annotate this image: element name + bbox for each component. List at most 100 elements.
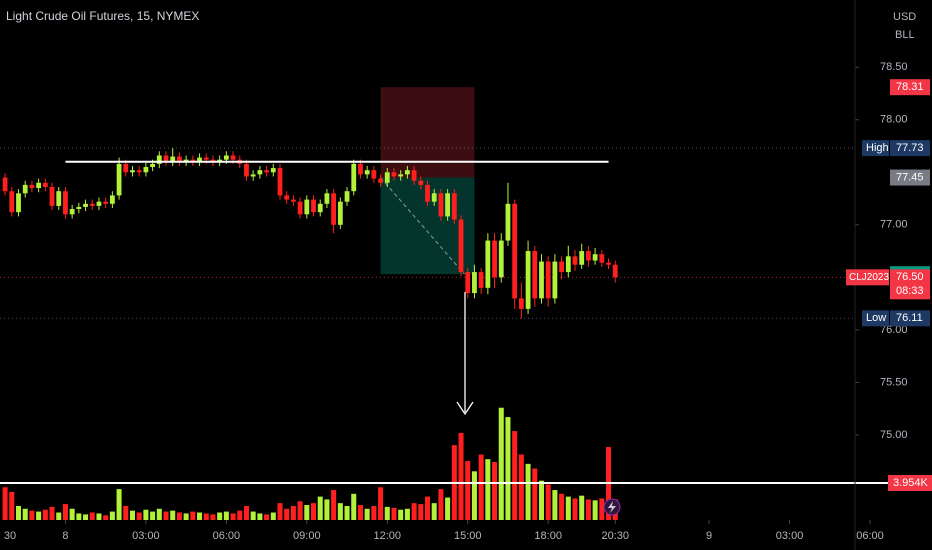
volume-bar (257, 513, 263, 520)
volume-bar (15, 505, 22, 520)
candle-body (109, 195, 115, 204)
volume-bar (478, 454, 484, 520)
volume-bar (76, 513, 82, 520)
candle-body (190, 159, 196, 162)
volume-bar (445, 497, 451, 520)
volume-bar (22, 508, 28, 520)
candle-body (364, 170, 370, 175)
volume-bar (498, 407, 504, 520)
volume-bar (297, 501, 303, 520)
marker-name: Low (866, 312, 886, 324)
volume-bar (203, 513, 209, 520)
currency: USD (893, 11, 916, 23)
marker-name-box (862, 310, 889, 327)
volume-bar (136, 512, 142, 520)
volume-bar (525, 463, 531, 520)
volume-bar (599, 498, 605, 520)
volume-bar (83, 514, 89, 520)
candle-body (337, 201, 343, 225)
volume-bar (170, 510, 176, 520)
volume-bar (150, 511, 156, 520)
candle-body (425, 184, 430, 202)
volume-bar (243, 505, 249, 520)
candle-body (525, 251, 531, 309)
candle-body (358, 163, 363, 175)
volume-bar (62, 504, 68, 520)
y-tick-label: 75.50 (880, 376, 908, 388)
volume-bar (9, 491, 15, 520)
volume-bar (116, 489, 122, 520)
candle-body (250, 174, 256, 177)
candle-body (572, 256, 578, 265)
candle-body (545, 261, 551, 299)
candle-body (223, 155, 229, 160)
volume-bar (176, 512, 182, 520)
candle-body (210, 159, 216, 162)
candle-body (217, 159, 223, 162)
candle-body (445, 193, 451, 217)
volume-bar (217, 512, 223, 520)
volume-bar (304, 505, 310, 520)
candle-body (291, 199, 296, 202)
volume-bar (143, 509, 149, 520)
marker-name-box (862, 140, 889, 157)
candle-body (478, 272, 484, 288)
volume-bar (69, 508, 75, 520)
volume-bar (290, 505, 296, 520)
x-tick-label: 03:00 (132, 530, 160, 542)
volume-bar (378, 487, 384, 520)
x-tick-label: 12:00 (374, 530, 402, 542)
candle-body (599, 254, 605, 263)
volume-bar (471, 471, 477, 520)
x-tick-label: 15:00 (454, 530, 482, 542)
volume-bar (190, 511, 196, 520)
volume-bar (210, 514, 216, 520)
marker-name: High (866, 142, 889, 154)
candle-body (22, 184, 28, 194)
candle-body (230, 155, 236, 160)
candle-body (297, 201, 303, 215)
candle-body (150, 163, 156, 168)
volume-bar (398, 509, 404, 520)
y-tick-label: 76.00 (880, 324, 908, 336)
marker-box (890, 140, 930, 157)
volume-bar (364, 508, 370, 520)
candle-body (378, 178, 383, 183)
candle-body (103, 201, 109, 204)
volume-bar (277, 503, 283, 520)
volume-bar (404, 508, 410, 520)
candle-body (586, 251, 591, 261)
volume-bar (56, 512, 62, 520)
candle-body (257, 170, 263, 175)
chart-title: Light Crude Oil Futures, 15, NYMEX (6, 9, 199, 23)
candle-body (472, 272, 477, 294)
candle-body (331, 193, 337, 225)
volume-bar (337, 503, 343, 520)
trade-path (380, 177, 465, 275)
candle-body (170, 156, 176, 162)
candle-body (485, 240, 491, 288)
marker-label: 77.45 (896, 171, 924, 183)
volume-bar (384, 506, 390, 520)
volume-bar (230, 513, 236, 520)
volume-bar (96, 513, 102, 520)
volume-bar (129, 510, 136, 520)
candle-body (69, 209, 75, 215)
volume-bar (250, 511, 256, 520)
volume-bar (592, 500, 598, 520)
volume-bar (505, 417, 511, 520)
volume-bar (123, 505, 129, 520)
candle-body (244, 163, 249, 177)
candle-body (451, 193, 457, 220)
candle-body (304, 199, 310, 215)
candle-body (371, 170, 377, 179)
volume-bar (485, 459, 491, 520)
candle-body (16, 193, 21, 213)
candle-body (177, 156, 182, 162)
stop-zone (380, 87, 475, 178)
volume-bar (411, 503, 417, 520)
candle-body (458, 219, 464, 273)
x-tick-label: 8 (62, 530, 68, 542)
volume-bar (532, 468, 538, 520)
